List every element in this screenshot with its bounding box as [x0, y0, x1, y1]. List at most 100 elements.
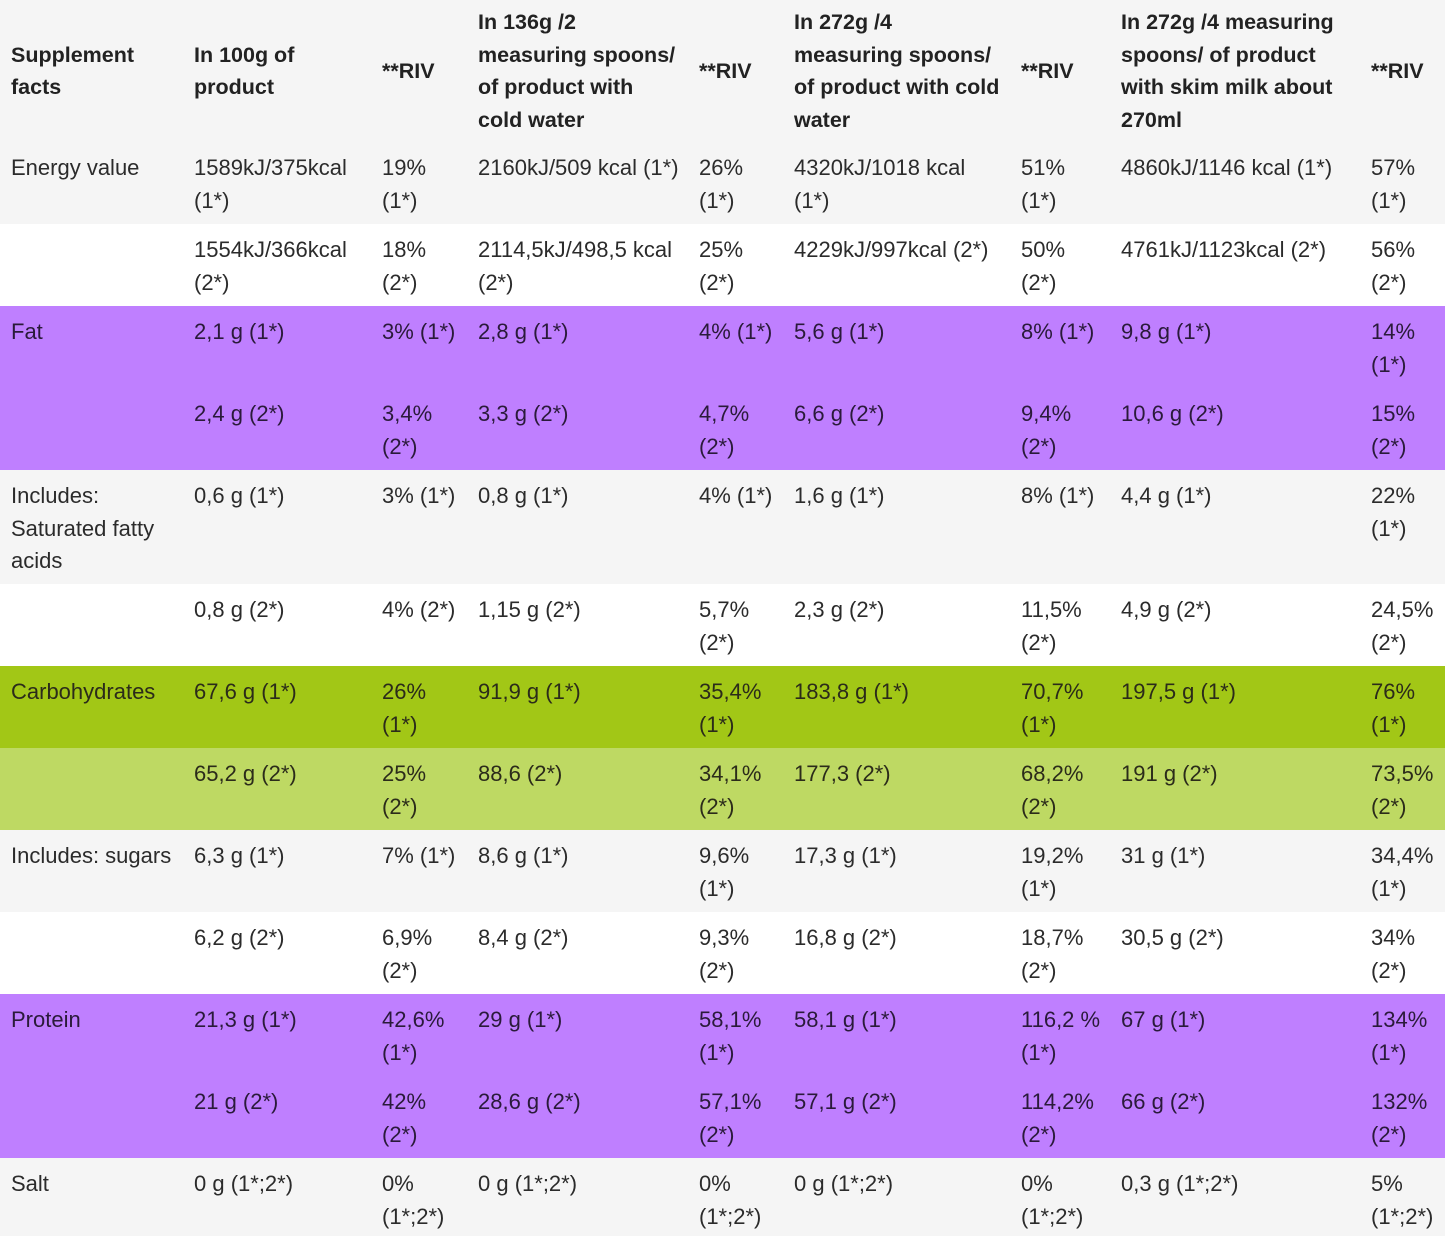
table-cell: 0% (1*;2*) — [1010, 1158, 1110, 1236]
table-cell: 6,3 g (1*) — [183, 830, 371, 912]
table-header: Supplement facts In 100g of product **RI… — [0, 0, 1445, 142]
table-cell: 8% (1*) — [1010, 470, 1110, 584]
table-cell: 4% (2*) — [371, 584, 467, 666]
header-100g: In 100g of product — [183, 0, 371, 142]
table-cell: 18% (2*) — [371, 224, 467, 306]
table-row: 0,8 g (2*)4% (2*)1,15 g (2*)5,7% (2*)2,3… — [0, 584, 1445, 666]
table-cell: 58,1 g (1*) — [783, 994, 1010, 1076]
row-label-cell — [0, 1076, 183, 1158]
table-cell: 9,8 g (1*) — [1110, 306, 1360, 388]
table-cell: 4% (1*) — [688, 306, 783, 388]
row-label-cell: Protein — [0, 994, 183, 1076]
table-cell: 9,4% (2*) — [1010, 388, 1110, 470]
table-cell: 3% (1*) — [371, 470, 467, 584]
header-riv-136g: **RIV — [688, 0, 783, 142]
table-cell: 6,9% (2*) — [371, 912, 467, 994]
table-row: 21 g (2*)42% (2*)28,6 g (2*)57,1% (2*)57… — [0, 1076, 1445, 1158]
table-cell: 26% (1*) — [371, 666, 467, 748]
table-cell: 2,4 g (2*) — [183, 388, 371, 470]
table-cell: 29 g (1*) — [467, 994, 688, 1076]
header-row: Supplement facts In 100g of product **RI… — [0, 0, 1445, 142]
table-cell: 26% (1*) — [688, 142, 783, 224]
table-cell: 8,4 g (2*) — [467, 912, 688, 994]
table-cell: 0% (1*;2*) — [688, 1158, 783, 1236]
header-136g-water: In 136g /2 measuring spoons/ of product … — [467, 0, 688, 142]
row-label-cell — [0, 388, 183, 470]
table-cell: 1589kJ/375kcal (1*) — [183, 142, 371, 224]
table-cell: 21,3 g (1*) — [183, 994, 371, 1076]
table-row: Salt0 g (1*;2*)0% (1*;2*)0 g (1*;2*)0% (… — [0, 1158, 1445, 1236]
table-cell: 4% (1*) — [688, 470, 783, 584]
table-row: Energy value1589kJ/375kcal (1*)19% (1*)2… — [0, 142, 1445, 224]
table-cell: 2114,5kJ/498,5 kcal (2*) — [467, 224, 688, 306]
table-cell: 132% (2*) — [1360, 1076, 1445, 1158]
table-cell: 0,3 g (1*;2*) — [1110, 1158, 1360, 1236]
table-cell: 177,3 (2*) — [783, 748, 1010, 830]
table-cell: 4761kJ/1123kcal (2*) — [1110, 224, 1360, 306]
row-label-cell — [0, 584, 183, 666]
table-cell: 68,2% (2*) — [1010, 748, 1110, 830]
table-cell: 58,1% (1*) — [688, 994, 783, 1076]
table-cell: 5,6 g (1*) — [783, 306, 1010, 388]
table-cell: 0 g (1*;2*) — [467, 1158, 688, 1236]
table-cell: 9,3% (2*) — [688, 912, 783, 994]
table-cell: 70,7% (1*) — [1010, 666, 1110, 748]
table-cell: 88,6 (2*) — [467, 748, 688, 830]
table-cell: 2,8 g (1*) — [467, 306, 688, 388]
table-cell: 19,2% (1*) — [1010, 830, 1110, 912]
table-cell: 4229kJ/997kcal (2*) — [783, 224, 1010, 306]
table-cell: 10,6 g (2*) — [1110, 388, 1360, 470]
header-riv-272g-milk: **RIV — [1360, 0, 1445, 142]
table-cell: 114,2% (2*) — [1010, 1076, 1110, 1158]
table-cell: 30,5 g (2*) — [1110, 912, 1360, 994]
header-272g-water: In 272g /4 measuring spoons/ of product … — [783, 0, 1010, 142]
row-label-cell — [0, 224, 183, 306]
table-cell: 51% (1*) — [1010, 142, 1110, 224]
table-cell: 2,1 g (1*) — [183, 306, 371, 388]
row-label-cell: Includes: sugars — [0, 830, 183, 912]
table-cell: 24,5% (2*) — [1360, 584, 1445, 666]
table-cell: 11,5% (2*) — [1010, 584, 1110, 666]
table-cell: 0% (1*;2*) — [371, 1158, 467, 1236]
table-cell: 4,7% (2*) — [688, 388, 783, 470]
table-cell: 28,6 g (2*) — [467, 1076, 688, 1158]
table-cell: 22% (1*) — [1360, 470, 1445, 584]
table-cell: 25% (2*) — [371, 748, 467, 830]
table-cell: 4,4 g (1*) — [1110, 470, 1360, 584]
table-row: Includes: Saturated fatty acids0,6 g (1*… — [0, 470, 1445, 584]
table-cell: 21 g (2*) — [183, 1076, 371, 1158]
table-cell: 0,6 g (1*) — [183, 470, 371, 584]
table-cell: 9,6% (1*) — [688, 830, 783, 912]
table-cell: 57% (1*) — [1360, 142, 1445, 224]
table-cell: 73,5% (2*) — [1360, 748, 1445, 830]
header-272g-milk: In 272g /4 measuring spoons/ of product … — [1110, 0, 1360, 142]
row-label-cell: Energy value — [0, 142, 183, 224]
table-row: 2,4 g (2*)3,4% (2*)3,3 g (2*)4,7% (2*)6,… — [0, 388, 1445, 470]
table-cell: 34,4% (1*) — [1360, 830, 1445, 912]
row-label-cell: Carbohydrates — [0, 666, 183, 748]
table-cell: 8,6 g (1*) — [467, 830, 688, 912]
table-cell: 183,8 g (1*) — [783, 666, 1010, 748]
table-cell: 2160kJ/509 kcal (1*) — [467, 142, 688, 224]
table-cell: 1,15 g (2*) — [467, 584, 688, 666]
table-cell: 1554kJ/366kcal (2*) — [183, 224, 371, 306]
table-cell: 57,1% (2*) — [688, 1076, 783, 1158]
table-cell: 31 g (1*) — [1110, 830, 1360, 912]
table-row: Carbohydrates67,6 g (1*)26% (1*)91,9 g (… — [0, 666, 1445, 748]
row-label-cell: Includes: Saturated fatty acids — [0, 470, 183, 584]
table-cell: 50% (2*) — [1010, 224, 1110, 306]
table-cell: 91,9 g (1*) — [467, 666, 688, 748]
table-cell: 35,4% (1*) — [688, 666, 783, 748]
table-cell: 67 g (1*) — [1110, 994, 1360, 1076]
table-cell: 0,8 g (2*) — [183, 584, 371, 666]
table-cell: 19% (1*) — [371, 142, 467, 224]
table-row: 65,2 g (2*)25% (2*)88,6 (2*)34,1% (2*)17… — [0, 748, 1445, 830]
table-cell: 42% (2*) — [371, 1076, 467, 1158]
table-cell: 2,3 g (2*) — [783, 584, 1010, 666]
table-body: Energy value1589kJ/375kcal (1*)19% (1*)2… — [0, 142, 1445, 1236]
table-row: 6,2 g (2*)6,9% (2*)8,4 g (2*)9,3% (2*)16… — [0, 912, 1445, 994]
table-cell: 6,6 g (2*) — [783, 388, 1010, 470]
table-cell: 0 g (1*;2*) — [183, 1158, 371, 1236]
row-label-cell — [0, 912, 183, 994]
